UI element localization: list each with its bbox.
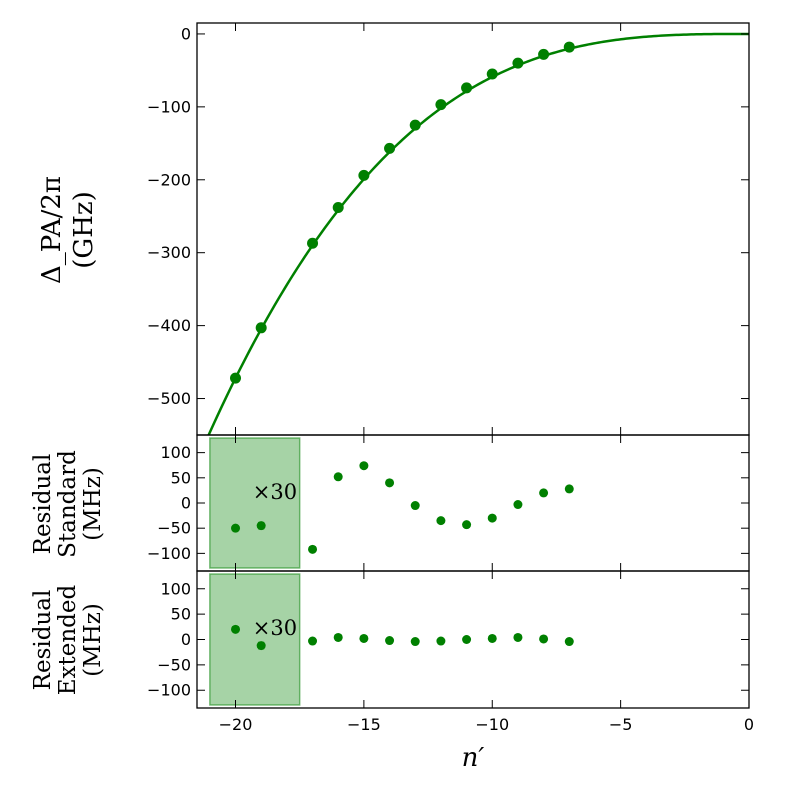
residual-extended-ylabel-line3: (MHz) xyxy=(80,603,106,677)
data-point xyxy=(256,521,266,531)
y-tick-label: −400 xyxy=(147,316,191,335)
data-point xyxy=(385,636,395,646)
data-point xyxy=(435,99,447,111)
data-point xyxy=(487,633,497,643)
data-point xyxy=(513,500,523,510)
y-tick-label: −50 xyxy=(157,519,191,538)
residual-standard-ylabel-line3: (MHz) xyxy=(80,467,106,541)
y-tick-label: 100 xyxy=(160,579,191,598)
plot-area xyxy=(207,32,749,435)
annotation-x30: ×30 xyxy=(253,616,297,640)
residual-extended-ylabel-line1: Residual xyxy=(30,590,56,691)
data-point xyxy=(563,41,575,53)
residual-standard-ylabel-line2: Standard xyxy=(55,450,81,558)
data-point xyxy=(564,484,574,494)
shaded-region xyxy=(209,437,301,569)
panel-frame xyxy=(196,22,750,436)
x-tick-label: −20 xyxy=(219,715,253,734)
plot-area xyxy=(209,573,574,706)
data-point xyxy=(410,637,420,647)
y-tick-label: 50 xyxy=(171,468,191,487)
data-point xyxy=(539,634,549,644)
y-tick-label: −300 xyxy=(147,243,191,262)
data-point xyxy=(308,636,318,646)
main-panel: 0 −100 −200 −300 −400 −500 xyxy=(147,22,750,436)
annotation-x30: ×30 xyxy=(253,480,297,504)
x-tick-label: −15 xyxy=(347,715,381,734)
residual-standard-panel: ×30 100 50 0 −50 −100 xyxy=(147,434,750,572)
y-tick-label: −50 xyxy=(157,655,191,674)
data-point xyxy=(333,472,343,482)
data-point xyxy=(359,461,369,471)
shaded-region xyxy=(209,573,301,706)
data-point xyxy=(513,632,523,642)
data-point xyxy=(255,322,267,334)
data-point xyxy=(332,201,344,213)
data-point xyxy=(385,478,395,488)
data-point xyxy=(461,82,473,94)
y-tick-label: −100 xyxy=(147,544,191,563)
data-point xyxy=(333,632,343,642)
data-point xyxy=(462,635,472,644)
y-tick-label: −100 xyxy=(147,97,191,116)
data-point xyxy=(307,237,319,249)
data-point xyxy=(512,57,524,69)
data-point xyxy=(539,488,549,498)
data-point xyxy=(409,119,421,131)
data-point xyxy=(436,636,446,646)
data-point xyxy=(410,501,420,511)
data-point xyxy=(487,513,497,523)
residual-standard-ylabel-line1: Residual xyxy=(30,454,56,555)
y-tick-label: 50 xyxy=(171,605,191,624)
y-tick-label: 0 xyxy=(181,630,191,649)
y-tick-label: −500 xyxy=(147,389,191,408)
data-point xyxy=(256,641,266,651)
data-point xyxy=(231,624,241,634)
residual-standard-ylabel: Residual Standard (MHz) xyxy=(30,450,106,558)
y-tick-label: −100 xyxy=(147,681,191,700)
main-ylabel-line2: (GHz) xyxy=(69,191,99,268)
data-point xyxy=(436,516,446,526)
residual-extended-ylabel: Residual Extended (MHz) xyxy=(30,584,106,695)
x-axis-label: n′ xyxy=(462,743,485,773)
y-tick-label: −200 xyxy=(147,170,191,189)
data-point xyxy=(462,520,472,530)
residual-extended-ylabel-line2: Extended xyxy=(55,584,81,695)
data-point xyxy=(308,544,318,554)
data-point xyxy=(486,68,498,80)
data-point xyxy=(564,637,574,647)
x-tick-label: −10 xyxy=(475,715,509,734)
y-tick-label: 0 xyxy=(181,494,191,513)
data-point xyxy=(359,633,369,643)
main-ylabel: Δ_PA/2π (GHz) xyxy=(37,176,99,284)
data-point xyxy=(384,142,396,154)
y-tick-label: 0 xyxy=(181,24,191,43)
fit-curve xyxy=(207,32,749,435)
x-tick-label: 0 xyxy=(744,715,754,734)
main-ylabel-line1: Δ_PA/2π xyxy=(37,176,67,284)
data-point xyxy=(230,372,242,384)
y-tick-label: 100 xyxy=(160,443,191,462)
data-point xyxy=(231,523,241,533)
data-point xyxy=(538,48,550,60)
data-point xyxy=(358,169,370,181)
plot-area xyxy=(209,437,574,569)
x-tick-label: −5 xyxy=(609,715,633,734)
